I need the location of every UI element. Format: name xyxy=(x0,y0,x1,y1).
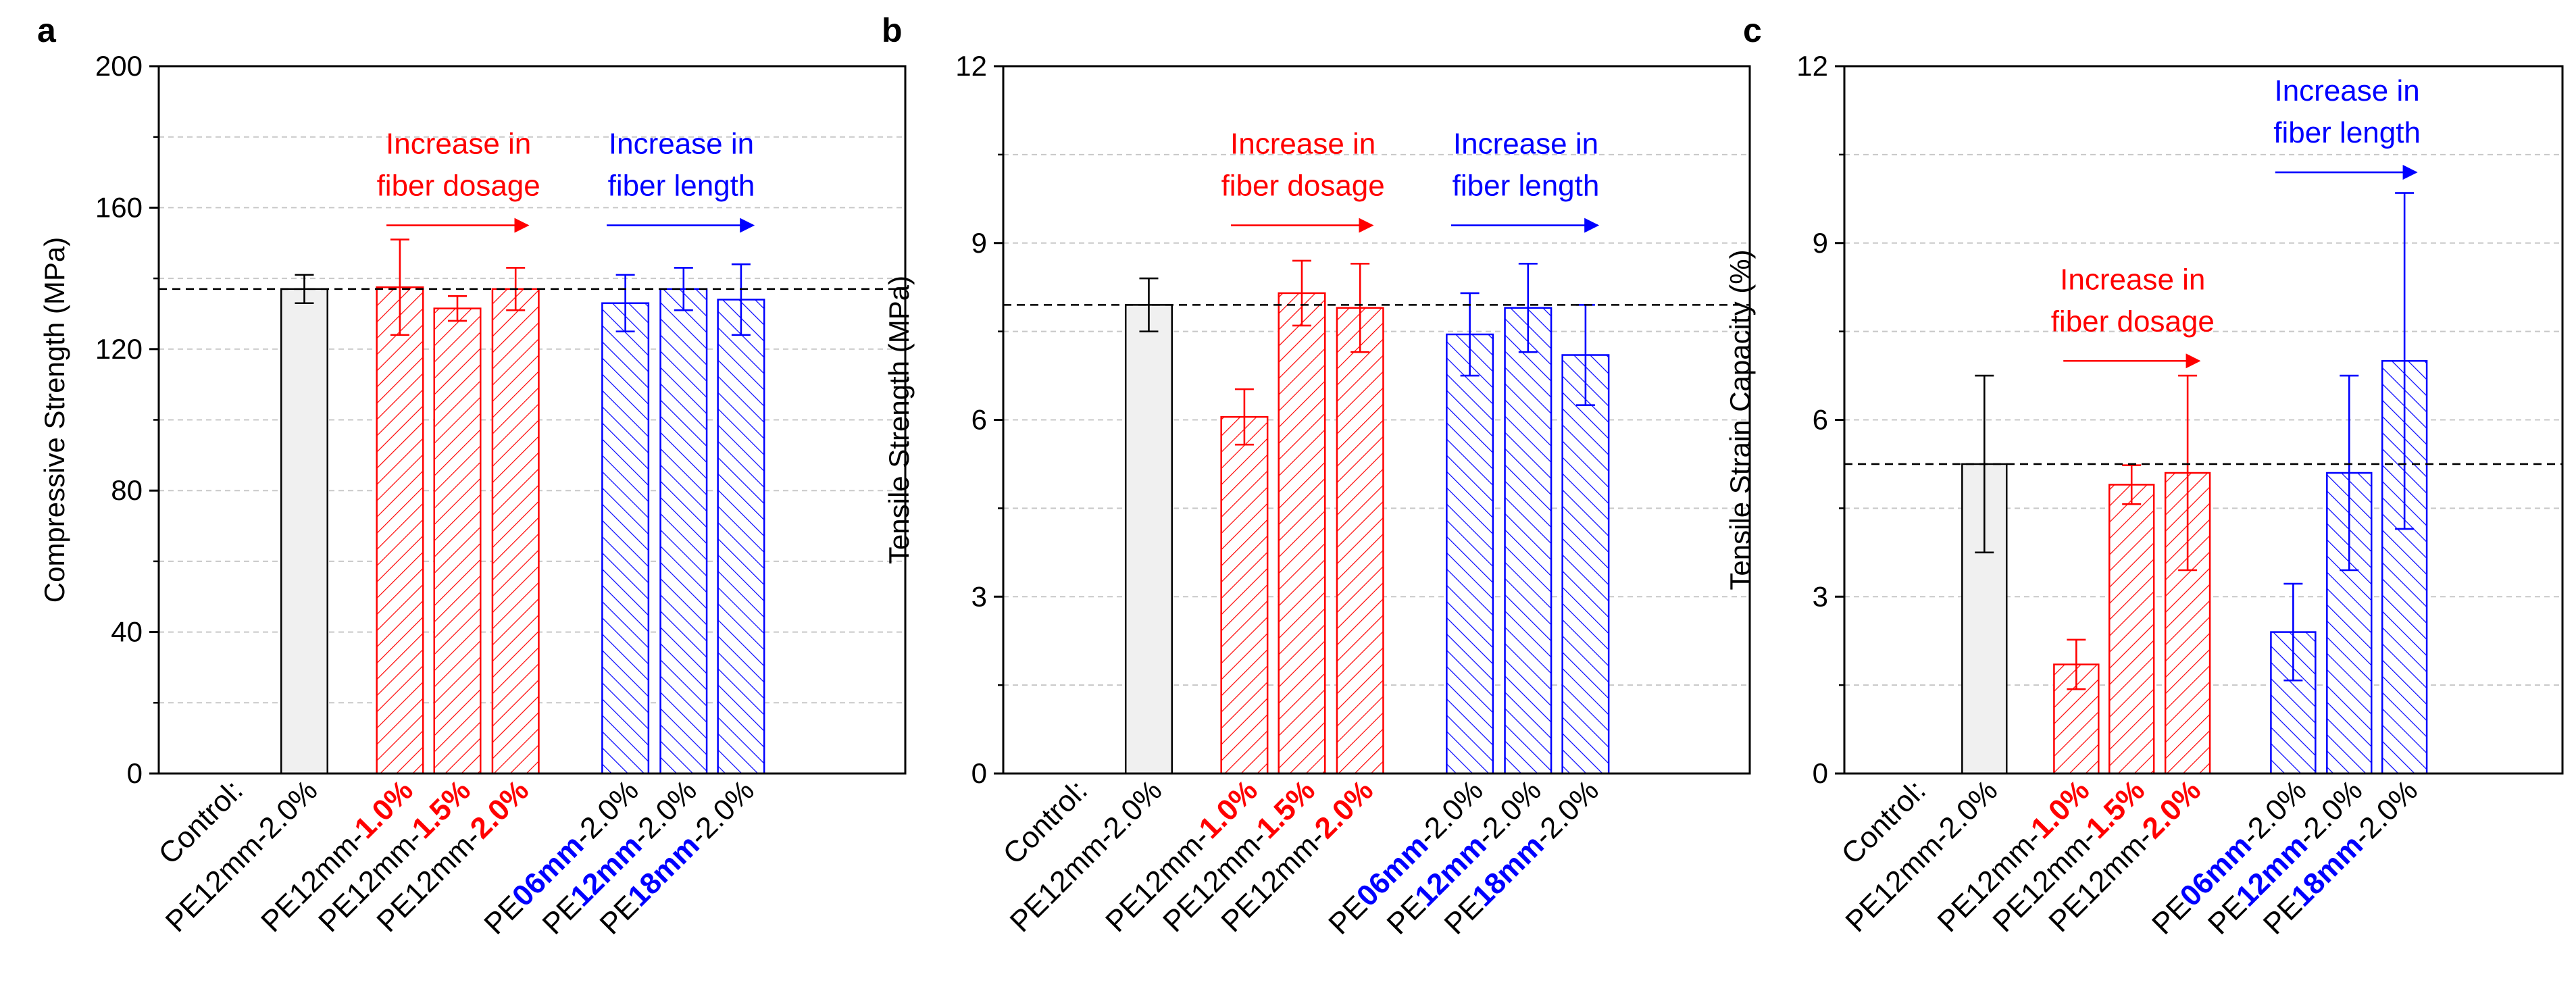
bar-5 xyxy=(1446,333,1494,775)
bar-7 xyxy=(717,299,765,775)
y-tick-label: 3 xyxy=(1813,580,1828,612)
y-tick-label: 120 xyxy=(95,333,143,365)
bar-5 xyxy=(601,302,650,775)
bar-1 xyxy=(280,288,328,775)
x-tick-label-segment: -2.0% xyxy=(1527,774,1605,852)
y-tick-label: 80 xyxy=(111,474,143,506)
y-tick-label: 160 xyxy=(95,191,143,223)
bar-6 xyxy=(659,288,708,775)
bar-3 xyxy=(433,307,482,775)
panel-label: c xyxy=(1743,11,1762,49)
x-tick-label-segment: -2.0% xyxy=(2346,774,2424,852)
annotation-text-dosage: fiber dosage xyxy=(2051,305,2215,338)
bar-3 xyxy=(1278,292,1326,775)
annotation-text-length: Increase in xyxy=(609,128,754,161)
bar-2 xyxy=(1220,415,1269,775)
y-tick-label: 9 xyxy=(971,227,987,259)
x-tick-label-segment: -2.0% xyxy=(682,774,761,852)
bar-4 xyxy=(1336,307,1384,775)
y-tick-label: 6 xyxy=(971,404,987,436)
annotation-text-dosage: fiber dosage xyxy=(377,170,540,203)
annotation-text-length: fiber length xyxy=(1453,170,1600,203)
y-tick-label: 0 xyxy=(1813,757,1828,789)
annotation-text-dosage: Increase in xyxy=(2060,263,2205,296)
annotation-text-length: Increase in xyxy=(1453,128,1598,161)
annotation-text-length: fiber length xyxy=(608,170,755,203)
bar-1 xyxy=(1124,304,1173,775)
bar-6 xyxy=(1504,307,1552,775)
bar-2 xyxy=(376,286,424,775)
bar-3 xyxy=(2108,484,2155,775)
y-axis-label: Tensile Strength (MPa) xyxy=(883,276,915,564)
annotation-text-dosage: Increase in xyxy=(1230,128,1375,161)
panel-label: a xyxy=(37,11,57,49)
chart-panel-a: 0 40 80 120 160 200 Compressive Strength (MPa)… xyxy=(37,11,907,941)
annotation-text-dosage: fiber dosage xyxy=(1221,170,1385,203)
y-tick-label: 9 xyxy=(1813,227,1828,259)
annotation-text-length: fiber length xyxy=(2273,116,2421,149)
y-tick-label: 3 xyxy=(971,580,987,612)
annotation-text-dosage: Increase in xyxy=(386,128,531,161)
y-tick-label: 40 xyxy=(111,616,143,648)
y-tick-label: 0 xyxy=(127,757,143,789)
annotation-text-length: Increase in xyxy=(2274,74,2419,107)
bar-7 xyxy=(1561,354,1610,775)
panel-label: b xyxy=(882,11,903,49)
y-tick-label: 0 xyxy=(971,757,987,789)
bar-4 xyxy=(491,288,540,775)
y-tick-label: 200 xyxy=(95,50,143,82)
y-axis-label: Tensile Strain Capacity (%) xyxy=(1724,249,1756,590)
y-axis-label: Compressive Strength (MPa) xyxy=(39,237,70,603)
y-tick-label: 12 xyxy=(955,50,987,82)
y-tick-label: 12 xyxy=(1796,50,1828,82)
y-tick-label: 6 xyxy=(1813,404,1828,436)
